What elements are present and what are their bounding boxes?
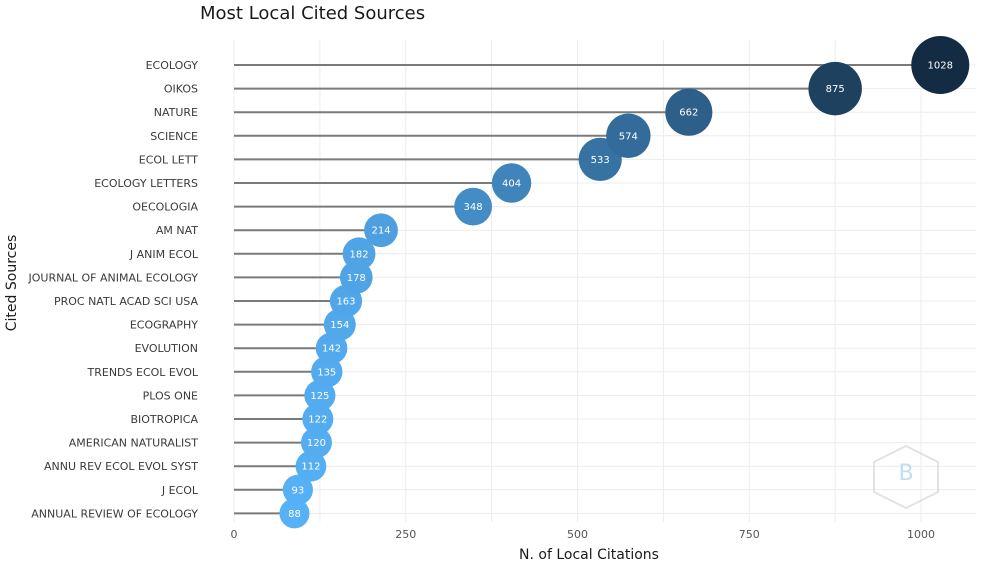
category-label: PLOS ONE [143, 389, 198, 402]
bubble-point [302, 403, 334, 435]
category-label: AMERICAN NATURALIST [69, 437, 199, 450]
chart-title: Most Local Cited Sources [200, 3, 426, 24]
svg-text:B: B [898, 461, 913, 486]
bubble-point [364, 213, 398, 248]
data-label: 875 [826, 84, 845, 95]
data-label: 142 [322, 344, 341, 355]
y-axis-title: Cited Sources [4, 235, 20, 331]
category-label: J ANIM ECOL [129, 248, 199, 261]
x-tick-label: 250 [395, 528, 416, 541]
data-label: 1028 [928, 61, 953, 72]
category-label: ECOL LETT [139, 153, 199, 166]
bubble-point [911, 36, 970, 94]
category-label: OECOLOGIA [132, 201, 198, 214]
x-tick-labels: 0 250 500 750 1000 [231, 528, 936, 541]
category-label: ANNUAL REVIEW OF ECOLOGY [31, 507, 198, 520]
bibliometrix-logo: B [873, 444, 939, 510]
x-tick-label: 750 [739, 528, 760, 541]
category-labels: ECOLOGY OIKOS NATURE SCIENCE ECOL LETT ECOLOG… [28, 59, 199, 520]
data-label: 214 [371, 226, 390, 237]
bubble-point [311, 356, 343, 388]
category-label: EVOLUTION [135, 342, 198, 355]
data-label: 178 [347, 273, 366, 284]
data-label: 404 [502, 179, 521, 190]
data-label: 348 [464, 202, 483, 213]
data-label: 662 [679, 108, 698, 119]
bubbles: 88 93 112 120 122 125 135 142 154 163 178 182 214 348… [279, 36, 970, 529]
data-label: 125 [310, 391, 329, 402]
bubble-point [282, 474, 313, 505]
data-label: 120 [307, 438, 326, 449]
category-label: AM NAT [156, 224, 198, 237]
category-label: J ECOL [161, 484, 199, 497]
category-label: ECOLOGY LETTERS [94, 177, 198, 190]
bubble-point [454, 187, 492, 226]
x-tick-label: 1000 [907, 528, 935, 541]
category-label: TRENDS ECOL EVOL [87, 366, 199, 379]
data-label: 163 [336, 297, 355, 308]
category-label: BIOTROPICA [130, 413, 198, 426]
data-label: 533 [591, 155, 610, 166]
x-axis-title: N. of Local Citations [519, 547, 659, 563]
data-label: 182 [349, 249, 368, 260]
data-label: 88 [288, 509, 301, 520]
bubble-point [300, 427, 332, 459]
bubble-point [606, 113, 651, 159]
category-label: ANNU REV ECOL EVOL SYST [44, 460, 198, 473]
category-label: JOURNAL OF ANIMAL ECOLOGY [28, 271, 199, 284]
bubble-point [304, 379, 336, 411]
data-label: 135 [317, 367, 336, 378]
x-tick-label: 0 [231, 528, 238, 541]
x-tick-label: 500 [567, 528, 588, 541]
bubble-point [491, 163, 532, 203]
bubble-point [295, 450, 327, 482]
data-label: 154 [330, 320, 349, 331]
bubble-point [342, 237, 376, 271]
category-label: PROC NATL ACAD SCI USA [54, 295, 199, 308]
category-label: NATURE [154, 106, 198, 119]
bubble-point [808, 61, 862, 116]
bubble-point [279, 498, 310, 529]
category-label: OIKOS [164, 83, 198, 96]
category-label: SCIENCE [150, 130, 198, 143]
data-label: 574 [619, 131, 638, 142]
data-label: 122 [308, 415, 327, 426]
data-label: 112 [301, 462, 320, 473]
category-label: ECOGRAPHY [130, 319, 198, 332]
data-label: 93 [292, 485, 305, 496]
bubble-point [665, 88, 713, 136]
category-label: ECOLOGY [146, 59, 199, 72]
